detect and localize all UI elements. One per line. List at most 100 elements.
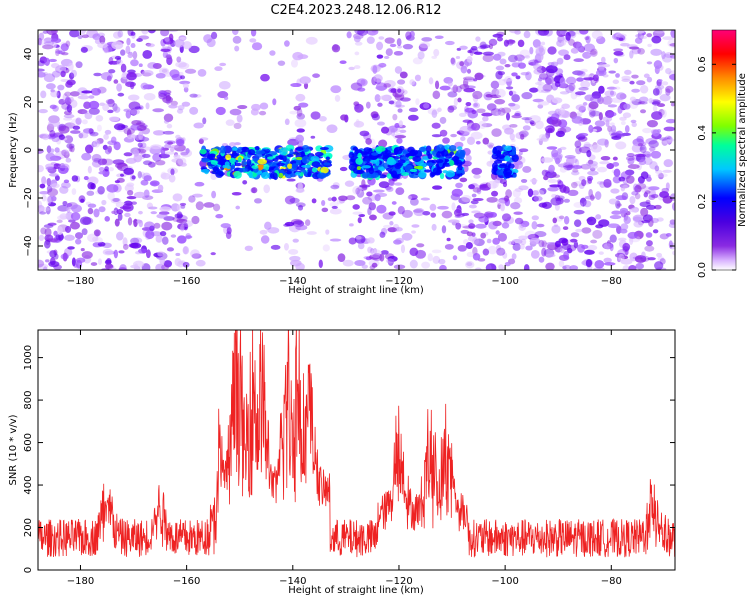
spectrogram-cell [610, 188, 620, 194]
spectrogram-cell [258, 110, 267, 116]
spectrogram-cell [152, 108, 165, 113]
spectrogram-cell [645, 204, 656, 210]
spectrogram-cell [432, 255, 441, 264]
spectrogram-cell [114, 218, 120, 227]
spectrogram-cell [56, 90, 61, 99]
spectrogram-cell [486, 238, 492, 244]
spectrogram-cell [630, 119, 637, 124]
spectrogram-signal-cell [355, 157, 363, 165]
spectrogram-cell [380, 126, 390, 134]
spectrogram-signal-cell [502, 151, 512, 158]
spectrogram-cell [133, 218, 138, 228]
spectrogram-cell [412, 209, 424, 213]
spectrogram-cell [657, 79, 663, 83]
spectrogram-cell [164, 151, 175, 155]
spectrogram-cell [176, 204, 181, 211]
spectrogram-cell [560, 40, 567, 46]
spectrogram-cell [584, 36, 590, 40]
spectrogram-cell [620, 121, 626, 126]
spectrogram-cell [370, 249, 383, 258]
spectrogram-cell [329, 201, 339, 208]
spectrogram-cell [411, 230, 416, 234]
spectrogram-cell [354, 51, 360, 56]
spectrogram-signal-cell [511, 146, 517, 155]
spectrogram-cell [622, 242, 631, 251]
spectrogram-cell [361, 264, 368, 269]
spectrogram-cell [634, 185, 642, 193]
spectrogram-cell [366, 30, 379, 36]
spectrogram-cell [54, 253, 59, 260]
spectrogram-cell [411, 224, 420, 228]
spectrogram-cell [45, 152, 56, 162]
spectrogram-cell [215, 106, 226, 116]
spectrogram-cell [134, 106, 142, 110]
spectrogram-cell [117, 212, 123, 221]
spectrogram-cell [357, 30, 368, 36]
spectrogram-cell [160, 172, 171, 180]
spectrogram-cell [113, 141, 121, 151]
spectrogram-cell [640, 255, 650, 262]
spectrogram-signal-cell [311, 161, 321, 168]
spectrogram-cell [541, 89, 551, 94]
spectrogram-cell [127, 53, 133, 59]
spectrogram-cell [284, 40, 290, 47]
spectrogram-cell [503, 39, 509, 47]
spectrogram-signal-cell [301, 164, 311, 168]
spectrogram-cell [48, 173, 59, 177]
spectrogram-cell [231, 192, 242, 196]
spectrogram-cell [57, 205, 69, 212]
spectrogram-cell [142, 49, 153, 59]
spectrogram-cell [108, 69, 116, 74]
spectrogram-cell [556, 57, 564, 65]
spectrogram-cell [453, 208, 462, 217]
spectrogram-cell [355, 187, 360, 195]
spectrogram-cell [446, 237, 451, 242]
spectrogram-cell [592, 229, 603, 239]
spectrogram-cell [173, 154, 181, 159]
spectrogram-cell [101, 158, 108, 165]
spectrogram-cell [656, 252, 663, 258]
spectrogram-cell [514, 217, 524, 225]
spectrogram-cell [189, 106, 199, 115]
spectrogram-cell [98, 206, 106, 213]
snr-y-tick-label: 400 [23, 475, 34, 494]
spectrogram-cell [530, 249, 540, 259]
spectrogram-cell [374, 94, 381, 103]
spectrogram-cell [537, 30, 550, 36]
spectrogram-cell [662, 36, 674, 41]
spectrogram-cell [533, 68, 543, 75]
spectrogram-cell [633, 220, 644, 228]
spectrogram-cell [668, 240, 673, 249]
spectrogram-cell [567, 189, 579, 196]
spectrogram-cell [501, 213, 512, 222]
spectrogram-cell [613, 168, 621, 177]
spectrogram-cell [586, 150, 592, 158]
spectrogram-cell [460, 65, 468, 74]
spectrogram-cell [108, 116, 120, 122]
spectrogram-cell [394, 227, 403, 232]
spectrogram-cell [559, 184, 567, 193]
spectrogram-cell [601, 56, 606, 64]
spectrogram-cell [559, 77, 566, 87]
spectrogram-cell [97, 185, 105, 195]
snr-frame [37, 329, 676, 571]
spectrogram-cell [611, 210, 622, 215]
spectrogram-cell [345, 195, 356, 201]
spectrogram-cell [295, 93, 306, 102]
spectrogram-cell [197, 68, 207, 77]
spectrogram-cell [284, 195, 296, 205]
spectrogram-cell [38, 108, 48, 114]
spectrogram-cell [444, 40, 455, 46]
spectrogram-cell [175, 134, 181, 140]
spectrogram-cell [51, 137, 60, 143]
spectrogram-cell [167, 141, 174, 145]
spectrogram-cell [518, 223, 526, 231]
spectrogram-cell [396, 45, 403, 49]
spectrogram-cell [466, 262, 473, 267]
spectrogram-cell [191, 253, 202, 259]
spectrogram-cell [459, 177, 468, 183]
spectrogram-cell [575, 104, 587, 111]
spectrogram-cell [150, 144, 162, 150]
spectrogram-cell [409, 79, 415, 86]
spectrogram-cell [476, 187, 482, 195]
